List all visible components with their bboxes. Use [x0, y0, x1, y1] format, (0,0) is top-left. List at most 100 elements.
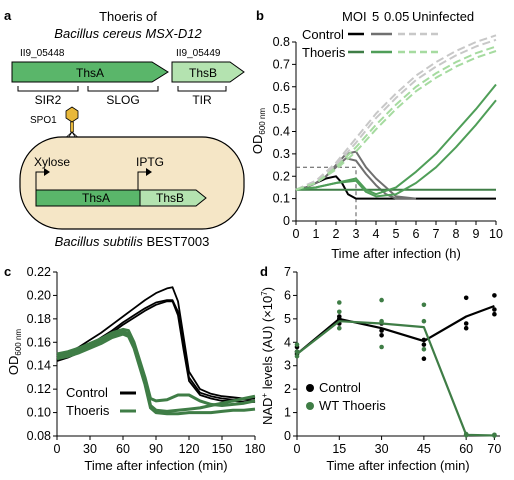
series-control-mean-line: [296, 304, 495, 355]
domain-slog-label: SLOG: [106, 93, 139, 107]
point-wt-thoeris: [379, 297, 384, 303]
x-tick-label: 120: [179, 442, 200, 456]
x-tick-label: 4: [373, 227, 380, 241]
panel-b: b 0 1 2 3 4 5 6 7 8 9 1000.10.20.30.40.50.60.70.8 …: [250, 8, 503, 261]
point-wt-thoeris: [337, 300, 342, 305]
panel-d-ylabel-prefix: NAD: [260, 398, 275, 425]
series-thoeris-replicate-3: [56, 332, 256, 416]
point-control: [463, 295, 469, 301]
x-tick-label: 45: [417, 442, 431, 456]
y-tick-label: 0.1: [273, 192, 290, 206]
panel-a-title-line1: Thoeris of: [99, 9, 157, 24]
x-tick-label: 90: [149, 442, 163, 456]
y-tick-label: 0.2: [273, 169, 290, 183]
series-control-uninfected-replicate-2: [295, 38, 497, 191]
point-control: [337, 314, 342, 319]
domain-slog-bracket: [87, 86, 159, 92]
point-control: [492, 293, 497, 298]
panel-c-xlabel: Time after infection (min): [84, 458, 227, 473]
series-wt-thoeris-mean-line: [296, 320, 495, 437]
x-tick-label: 150: [212, 442, 233, 456]
panel-d-ylabel-exp: 7: [260, 291, 269, 296]
x-tick-label: 180: [245, 442, 266, 456]
panel-c-series: [56, 286, 256, 416]
y-tick-label: 0.20: [27, 288, 51, 302]
promoter-xylose-arrowhead: [44, 168, 50, 176]
panel-a: a Thoeris of Bacillus cereus MSX-D12 II9…: [4, 8, 245, 249]
y-tick-label: 1: [284, 406, 291, 420]
y-tick-label: 0.5: [273, 102, 290, 116]
y-tick-label: 3: [284, 359, 291, 373]
promoter-iptg-arrowhead: [146, 168, 152, 176]
panel-b-legend: MOI 5 0.05 Uninfected Control Thoeris: [302, 9, 474, 60]
panel-c-legend: Control Thoeris: [66, 385, 136, 418]
point-wt-thoeris: [337, 309, 342, 315]
inset-zoom-box: [296, 166, 357, 221]
promoter-iptg-arrow: [137, 171, 146, 196]
y-tick-label: 0.22: [27, 265, 51, 279]
x-tick-label: 0: [293, 227, 300, 241]
series-control-replicate-1: [56, 286, 255, 400]
panel-c-ylabel-main: OD: [6, 356, 21, 376]
cell-gene-thsA-label: ThsA: [82, 191, 110, 205]
x-tick-label: 60: [116, 442, 130, 456]
point-control: [421, 342, 427, 347]
legend-marker-thoeris-d: [306, 402, 314, 410]
point-wt-thoeris: [421, 318, 427, 324]
panel-b-ylabel: OD600 nm: [250, 108, 267, 155]
cell-gene-thsB-label: ThsB: [156, 191, 184, 205]
panel-b-label: b: [256, 8, 264, 23]
legend-moi: MOI: [342, 9, 367, 24]
phage-label: SPO1: [30, 115, 57, 126]
panel-b-ylabel-sub: 600 nm: [258, 108, 267, 135]
point-wt-thoeris: [294, 354, 300, 359]
cell-gene-thsB-arrow: [139, 189, 207, 207]
point-control: [421, 356, 427, 362]
panel-c-ticks: 0 30 60 90 120 150 180 0.08 0.10 0.12 0.14 0.16 0.18…: [27, 265, 266, 456]
domain-tir-bracket: [177, 86, 227, 92]
host-species: Bacillus subtilis: [55, 234, 144, 249]
gene-thsB-label: ThsB: [189, 66, 217, 80]
x-tick-label: 2: [333, 227, 340, 241]
x-tick-label: 7: [433, 227, 440, 241]
legend-thoeris-c: Thoeris: [66, 403, 110, 418]
y-tick-label: 6: [284, 288, 291, 302]
x-tick-label: 1: [313, 227, 320, 241]
x-tick-label: 0: [294, 442, 301, 456]
point-wt-thoeris: [294, 349, 300, 355]
point-control: [463, 325, 469, 331]
panel-d-xlabel: Time after infection (min): [326, 458, 469, 473]
y-tick-label: 0.10: [27, 406, 51, 420]
point-wt-thoeris: [492, 433, 497, 438]
panel-d-ylabel-end: ): [260, 287, 275, 291]
y-tick-label: 4: [284, 335, 291, 349]
panel-b-ylabel-main: OD: [250, 135, 265, 155]
x-tick-label: 70: [487, 442, 501, 456]
y-tick-label: 0.16: [27, 335, 51, 349]
promoter-xylose-label: Xylose: [34, 155, 70, 169]
point-wt-thoeris: [421, 302, 427, 308]
legend-marker-control-d: [306, 384, 314, 392]
point-wt-thoeris: [294, 342, 300, 347]
point-control: [463, 321, 469, 326]
y-tick-label: 0.08: [27, 429, 51, 443]
panel-b-inset-box: [296, 166, 357, 221]
y-tick-label: 0.6: [273, 80, 290, 94]
y-tick-label: 0.3: [273, 147, 290, 161]
point-wt-thoeris: [379, 318, 384, 324]
host-strain: BEST7003: [146, 234, 209, 249]
x-tick-label: 5: [393, 227, 400, 241]
x-tick-label: 8: [453, 227, 460, 241]
x-tick-label: 30: [375, 442, 389, 456]
y-tick-label: 0.12: [27, 382, 51, 396]
domain-tir-label: TIR: [192, 93, 212, 107]
bacterial-cell: [19, 136, 245, 230]
y-tick-label: 7: [284, 265, 291, 279]
gene-thsA-arrow: [11, 61, 169, 83]
y-tick-label: 2: [284, 382, 291, 396]
panel-d-label: d: [260, 264, 268, 279]
